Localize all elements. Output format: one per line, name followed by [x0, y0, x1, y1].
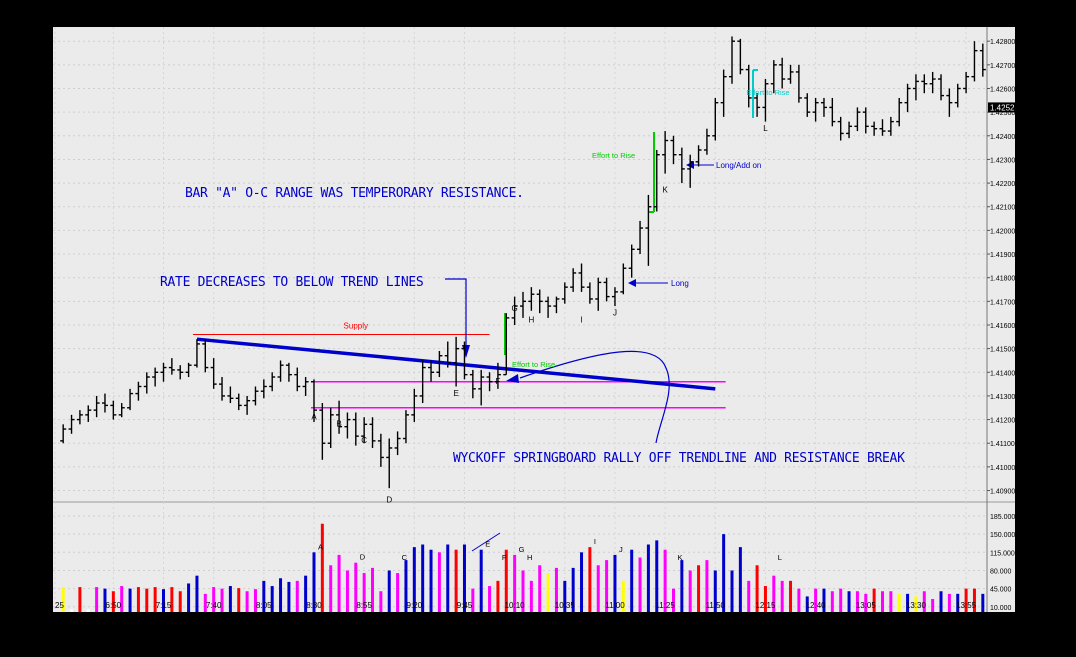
long-label: Long [671, 279, 689, 288]
springboard-arrow-curve [519, 350, 670, 444]
price-tick-label: 1.42400 [990, 134, 1015, 141]
price-tick-label: 1.41200 [990, 418, 1015, 425]
bar-letter-a: A [311, 413, 317, 422]
price-bars [60, 36, 986, 489]
time-tick-label: 10:10 [505, 601, 526, 610]
time-tick-label: 25 [55, 601, 64, 610]
effort-label-2: Effort to Rise [592, 151, 635, 160]
price-tick-label: 1.42700 [990, 63, 1015, 70]
bar-letter-e: E [453, 389, 458, 398]
volume-bars [61, 523, 985, 612]
volume-letter-f: F [502, 553, 507, 562]
bar-letter-j: J [613, 309, 617, 318]
bar-letter-l: L [763, 124, 768, 133]
volume-letter-g: G [519, 545, 525, 554]
time-tick-label: 11:25 [655, 601, 675, 610]
volume-tick-label: 150.000 [990, 532, 1015, 539]
price-tick-label: 1.42000 [990, 228, 1015, 235]
bar-letter-g: G [512, 304, 518, 313]
volume-letter-d: D [360, 553, 366, 562]
volume-letter-a: A [318, 542, 323, 551]
bar-letter-f: F [495, 377, 500, 386]
price-tick-label: 1.42100 [990, 205, 1015, 212]
volume-letter-c: C [402, 553, 408, 562]
time-tick-label: 8:30 [306, 601, 322, 610]
volume-letter-i: I [594, 537, 596, 546]
time-tick-label: 13:55 [956, 601, 977, 610]
price-tick-label: 1.41800 [990, 276, 1015, 283]
time-tick-label: 10:35 [555, 601, 576, 610]
current-price-marker [988, 102, 1015, 113]
bar-letter-d: D [386, 495, 392, 504]
price-tick-label: 1.41300 [990, 394, 1015, 401]
time-tick-label: 13:05 [856, 601, 877, 610]
bar-letter-c: C [361, 436, 367, 445]
time-tick-label: 6:50 [106, 601, 122, 610]
rate-arrow-line [445, 278, 467, 350]
volume-f-arrow [471, 532, 501, 552]
axes: 1.42800 1.42700 1.42600 1.42500 1.42400 1.423… [55, 39, 1015, 612]
time-tick-label: 12:40 [806, 601, 827, 610]
volume-letter-l: L [778, 553, 782, 562]
price-tick-label: 1.42600 [990, 86, 1015, 93]
volume-tick-label: 45.000 [990, 587, 1012, 594]
time-tick-label: 9:20 [407, 601, 423, 610]
long-arrow-head [628, 279, 636, 287]
annotation-temporary-resistance: BAR "A" O-C RANGE WAS TEMPERORARY RESIST… [185, 186, 524, 201]
time-tick-label: 7:15 [156, 601, 172, 610]
volume-letter-k: K [677, 553, 682, 562]
bar-letter-i: I [580, 316, 582, 325]
bar-letter-k: K [662, 186, 668, 195]
price-tick-label: 1.41400 [990, 370, 1015, 377]
grid-lines [53, 27, 987, 612]
supply-label: Supply [344, 321, 368, 330]
time-tick-label: 12:15 [755, 601, 776, 610]
volume-letter-j: J [619, 545, 623, 554]
annotation-rate-decreases: RATE DECREASES TO BELOW TREND LINES [160, 275, 423, 290]
volume-tick-label: 80.000 [990, 568, 1012, 575]
springboard-arrow-head [506, 374, 519, 383]
volume-letter-e: E [485, 540, 490, 549]
bar-letter-h: H [528, 316, 534, 325]
volume-tick-label: 115.000 [990, 550, 1015, 557]
price-tick-label: 1.41000 [990, 465, 1015, 472]
price-tick-label: 1.41500 [990, 347, 1015, 354]
time-tick-label: 11:00 [605, 601, 625, 610]
current-price-label: 1.4252 [990, 103, 1015, 112]
effort-label-3: Effort to Rise [746, 88, 789, 97]
effort-label-1: Effort to Rise [512, 360, 555, 369]
long-add-label: Long/Add on [716, 161, 761, 170]
price-tick-label: 1.41600 [990, 323, 1015, 330]
volume-letter-h: H [527, 553, 532, 562]
price-tick-label: 1.41700 [990, 299, 1015, 306]
time-tick-label: 13:30 [906, 601, 927, 610]
annotation-springboard: WYCKOFF SPRINGBOARD RALLY OFF TRENDLINE … [453, 451, 905, 466]
time-tick-label: 8:05 [256, 601, 272, 610]
time-tick-label: 8:55 [356, 601, 372, 610]
time-tick-label: 11:50 [706, 601, 726, 610]
volume-tick-label: 185.000 [990, 514, 1015, 521]
volume-tick-label: 10.000 [990, 605, 1012, 612]
price-tick-label: 1.42500 [990, 110, 1015, 117]
price-tick-label: 1.40900 [990, 489, 1015, 496]
price-tick-label: 1.42300 [990, 157, 1015, 164]
price-tick-label: 1.42200 [990, 181, 1015, 188]
time-tick-label: 7:40 [206, 601, 222, 610]
price-tick-label: 1.41100 [990, 441, 1015, 448]
panel-backgrounds [53, 27, 1015, 612]
time-tick-label: 9:45 [457, 601, 473, 610]
bar-letter-b: B [336, 420, 341, 429]
plot-background [53, 27, 1015, 612]
price-tick-label: 1.41900 [990, 252, 1015, 259]
price-tick-label: 1.42800 [990, 39, 1015, 46]
